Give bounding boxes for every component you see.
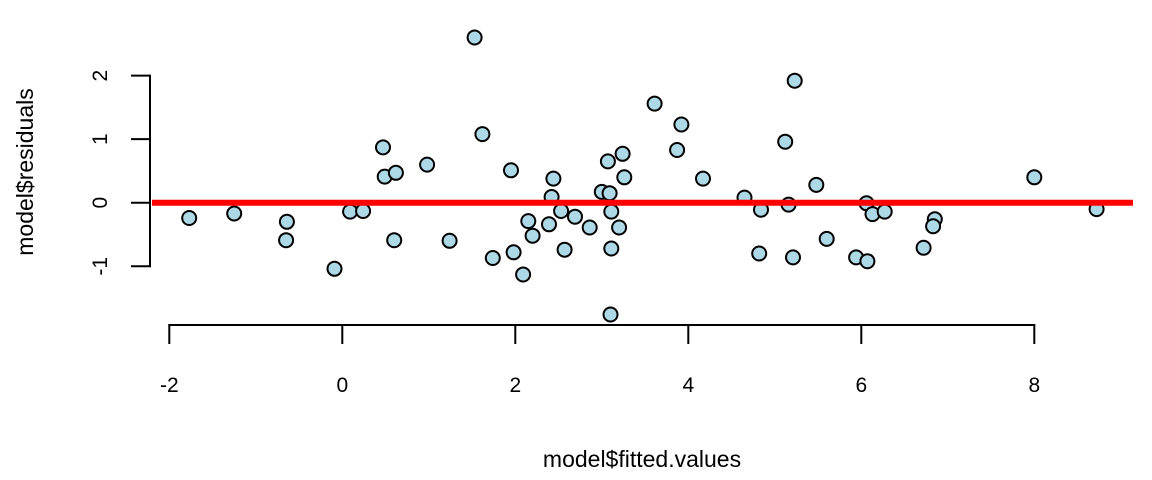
x-tick-label: 8 (1028, 374, 1040, 397)
scatter-point (520, 213, 537, 230)
scatter-point (342, 203, 359, 220)
scatter-point (387, 164, 404, 181)
scatter-point (614, 145, 631, 162)
scatter-point (524, 227, 541, 244)
scatter-point (567, 208, 583, 225)
scatter-point (808, 176, 825, 193)
x-tick-label: 4 (682, 374, 694, 397)
scatter-point (474, 126, 491, 143)
scatter-point (556, 241, 573, 258)
scatter-point (278, 213, 295, 230)
scatter-point (505, 244, 522, 261)
scatter-point (786, 72, 803, 89)
scatter-point (673, 116, 690, 133)
x-axis: -2 0 2 4 6 8 (160, 324, 1040, 397)
scatter-point (818, 230, 835, 247)
scatter-point (859, 253, 876, 270)
x-tick-label: 2 (509, 374, 521, 397)
scatter-point (646, 95, 663, 112)
scatter-point (602, 306, 619, 323)
scatter-point (503, 162, 519, 179)
scatter-point (181, 210, 198, 226)
scatter-point (326, 260, 343, 277)
scatter-point (669, 142, 686, 158)
scatter-point (541, 216, 557, 233)
scatter-point (599, 153, 616, 170)
scatter-point (419, 156, 436, 173)
scatter-point (553, 203, 570, 219)
y-tick-label: 2 (89, 70, 112, 82)
scatter-point (601, 185, 618, 202)
scatter-point (355, 203, 372, 219)
scatter-point (515, 266, 532, 283)
scatter-point (545, 170, 562, 187)
y-tick-label: 0 (89, 197, 112, 209)
scatter-point (375, 139, 391, 156)
x-axis-title: model$fitted.values (543, 446, 741, 472)
scatter-point (581, 219, 598, 236)
scatter-point (925, 218, 942, 235)
scatter-point (226, 205, 243, 222)
scatter-point (785, 249, 801, 266)
scatter-point (915, 239, 932, 256)
scatter-points (181, 29, 1105, 323)
scatter-point (611, 219, 628, 236)
scatter-point (603, 240, 620, 257)
scatter-point (603, 203, 620, 220)
y-axis: -1 0 1 2 (89, 70, 151, 276)
y-tick-label: 1 (89, 133, 112, 145)
scatter-point (484, 250, 501, 266)
scatter-point (1026, 169, 1043, 186)
scatter-point (876, 203, 893, 220)
scatter-point (751, 245, 768, 262)
scatter-point (616, 169, 633, 186)
scatter-point (695, 170, 711, 187)
x-tick-label: 0 (336, 374, 348, 397)
x-tick-label: -2 (160, 374, 179, 397)
scatter-point (441, 232, 458, 249)
y-tick-label: -1 (89, 257, 112, 276)
scatter-point (278, 232, 295, 249)
x-tick-label: 6 (855, 374, 867, 397)
scatter-point (777, 133, 794, 150)
y-axis-title: model$residuals (12, 88, 38, 255)
scatter-point (466, 29, 483, 46)
scatter-point (386, 232, 403, 249)
